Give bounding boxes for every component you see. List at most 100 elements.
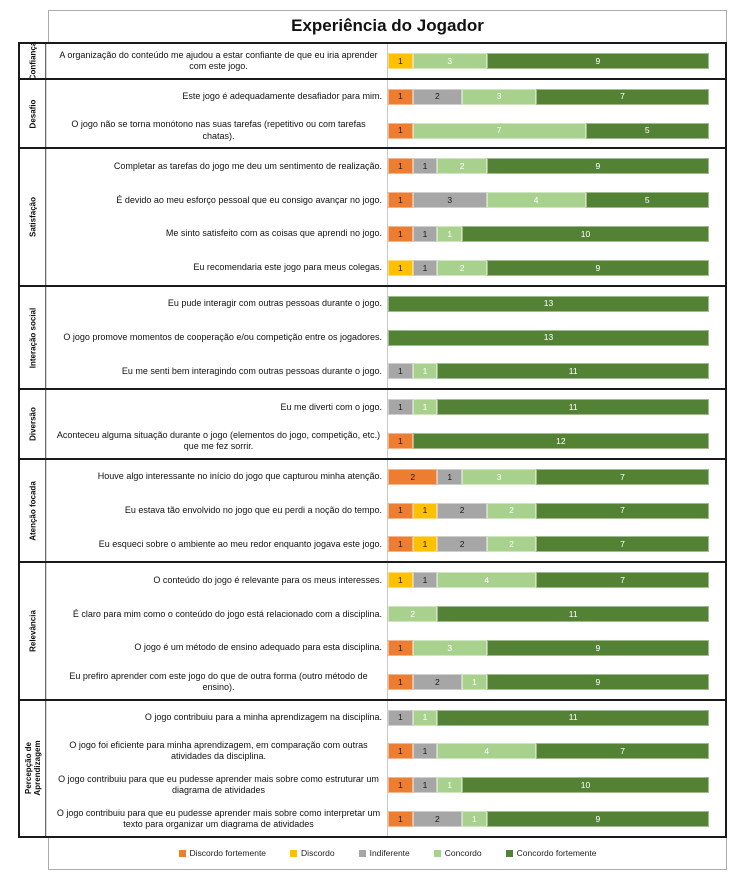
category-label: Percepção de Aprendizagem [23, 740, 42, 796]
stacked-bar: 13 [388, 329, 709, 346]
question-cell: O jogo promove momentos de cooperação e/… [46, 320, 387, 355]
bar-segment-value: 10 [580, 780, 591, 791]
bar-segment-value: 1 [397, 91, 403, 102]
question-label: É devido ao meu esforço pessoal que eu c… [116, 194, 382, 205]
bar-segment-value: 3 [496, 471, 502, 482]
question-row: Eu recomendaria este jogo para meus cole… [46, 250, 725, 285]
bar-segment-value: 7 [620, 471, 625, 482]
bar-segment: 2 [486, 536, 537, 553]
stacked-bar: 1 1 1 10 [388, 226, 709, 243]
bar-segment-value: 9 [595, 813, 601, 824]
bar-segment-value: 1 [472, 813, 477, 824]
bar-segment: 7 [536, 468, 709, 485]
category-label: Desafio [27, 99, 37, 129]
legend-item: Discordo fortemente [178, 848, 267, 858]
bar-segment-value: 12 [556, 435, 566, 446]
legend-label: Concordo fortemente [516, 848, 597, 858]
question-row: Eu estava tão envolvido no jogo que eu p… [46, 493, 725, 528]
question-cell: O jogo contribuiu para que eu pudesse ap… [46, 768, 387, 803]
category-label: Interação social [27, 307, 37, 368]
question-row: A organização do conteúdo me ajudou a es… [46, 44, 725, 78]
bar-segment-value: 1 [422, 746, 428, 757]
question-row: Aconteceu alguma situação durante o jogo… [46, 424, 725, 458]
bar-segment-value: 1 [397, 539, 403, 550]
category-cell: Confiança [20, 41, 46, 81]
bar-segment: 1 [412, 259, 438, 276]
bar-cell: 1 2 1 9 [387, 664, 725, 699]
question-label: Eu pude interagir com outras pessoas dur… [167, 298, 382, 309]
question-row: Me sinto satisfeito com as coisas que ap… [46, 217, 725, 251]
bar-cell: 1 1 2 2 7 [387, 493, 725, 528]
chart-title: Experiência do Jogador [291, 16, 484, 35]
bar-segment-value: 2 [459, 539, 465, 550]
bar-segment-value: 2 [435, 813, 440, 824]
bar-segment-value: 1 [422, 366, 428, 377]
bar-segment: 1 [388, 192, 413, 209]
bar-segment-value: 4 [533, 194, 539, 205]
bar-cell: 1 1 11 [387, 700, 725, 735]
bar-segment: 1 [388, 502, 413, 519]
bar-segment: 12 [412, 433, 709, 449]
legend-item: Discordo [290, 848, 335, 858]
bar-segment: 3 [462, 468, 537, 485]
bar-segment: 3 [412, 639, 487, 656]
category-label: Confiança [27, 41, 37, 81]
bar-segment: 1 [412, 777, 438, 794]
chart-legend: Discordo fortemente Discordo Indiferente Co… [48, 840, 727, 866]
bar-segment-value: 2 [410, 471, 416, 482]
bar-segment-value: 7 [620, 575, 625, 586]
bar-segment: 9 [486, 259, 709, 276]
question-label: Eu esqueci sobre o ambiente ao meu redor… [98, 538, 382, 549]
bar-segment-value: 3 [447, 194, 453, 205]
bar-cell: 1 2 1 9 [387, 802, 725, 837]
bar-segment: 1 [388, 673, 413, 690]
bar-cell: 2 1 3 7 [387, 459, 725, 494]
stacked-bar: 1 2 3 7 [388, 88, 709, 105]
question-cell: O jogo contribuiu para que eu pudesse ap… [46, 802, 387, 837]
bar-segment-value: 1 [447, 228, 453, 239]
question-cell: O conteúdo do jogo é relevante para os m… [46, 563, 387, 598]
question-label: Eu prefiro aprender com este jogo do que… [69, 670, 368, 692]
category-cell: Satisfação [20, 149, 46, 285]
stacked-bar: 1 3 9 [388, 639, 709, 656]
bar-segment-value: 1 [397, 55, 403, 66]
bar-segment: 3 [462, 88, 537, 105]
bar-segment-value: 9 [595, 161, 601, 172]
stacked-bar: 1 1 2 2 7 [388, 536, 709, 553]
stacked-bar: 1 1 2 2 7 [388, 502, 709, 519]
category-group: Atenção focada Houve algo interessante no… [20, 457, 725, 562]
bar-segment-value: 4 [484, 746, 490, 757]
bar-segment: 1 [388, 536, 413, 553]
bar-cell: 1 3 4 5 [387, 183, 725, 218]
question-label: Me sinto satisfeito com as coisas que ap… [165, 228, 382, 239]
bar-segment-value: 2 [509, 505, 514, 516]
bar-segment: 10 [462, 777, 709, 794]
question-cell: Eu me diverti com o jogo. [46, 390, 387, 425]
bar-cell: 1 1 4 7 [387, 563, 725, 598]
stacked-bar: 1 1 11 [388, 363, 709, 380]
question-label: É claro para mim como o conteúdo do jogo… [72, 608, 382, 619]
stacked-bar: 1 2 1 9 [388, 673, 709, 690]
bar-cell: 2 11 [387, 597, 725, 632]
legend-swatch-icon [505, 849, 513, 857]
bar-segment-value: 9 [595, 676, 601, 687]
bar-segment-value: 1 [422, 539, 428, 550]
bar-segment-value: 7 [620, 505, 625, 516]
stacked-bar: 1 12 [388, 433, 709, 449]
stacked-bar: 13 [388, 295, 709, 312]
legend-label: Discordo fortemente [189, 848, 267, 858]
question-label: Eu estava tão envolvido no jogo que eu p… [124, 505, 382, 516]
bar-segment-value: 1 [397, 262, 403, 273]
bar-segment: 1 [412, 743, 438, 760]
bar-segment-value: 1 [397, 401, 403, 412]
bar-segment-value: 1 [397, 712, 403, 723]
bar-segment: 7 [536, 88, 709, 105]
question-label: O jogo é um método de ensino adequado pa… [134, 642, 382, 653]
bar-cell: 1 1 1 10 [387, 768, 725, 803]
bar-cell: 1 1 2 9 [387, 250, 725, 285]
bar-segment-value: 1 [422, 161, 428, 172]
bar-cell: 13 [387, 286, 725, 321]
bar-segment: 10 [462, 226, 709, 243]
bar-segment: 1 [388, 433, 413, 449]
